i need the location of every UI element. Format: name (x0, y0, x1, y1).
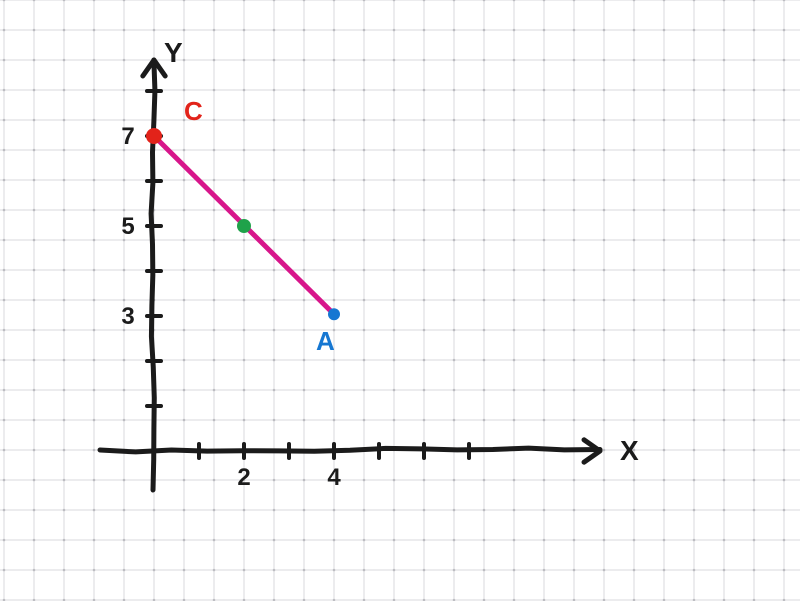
ticks: 2 4 3 5 7 (121, 91, 469, 491)
point-label-c: C (184, 96, 203, 126)
y-tick-label: 3 (121, 303, 134, 330)
x-tick-label: 4 (327, 464, 341, 491)
point-c (146, 128, 162, 144)
y-axis-label: Y (164, 37, 183, 68)
x-tick-label: 2 (237, 464, 250, 491)
figure: XY24357CA (0, 0, 800, 601)
point-label-a: A (316, 326, 335, 356)
x-axis-label: X (620, 435, 639, 466)
y-tick-label: 7 (121, 123, 134, 150)
point-a (328, 308, 340, 320)
point-mid (237, 219, 251, 233)
y-tick-label: 5 (121, 213, 134, 240)
plot-svg: XY24357CA (0, 0, 800, 601)
points: CA (146, 96, 340, 356)
grid (0, 0, 800, 601)
axes: XY (100, 37, 639, 490)
